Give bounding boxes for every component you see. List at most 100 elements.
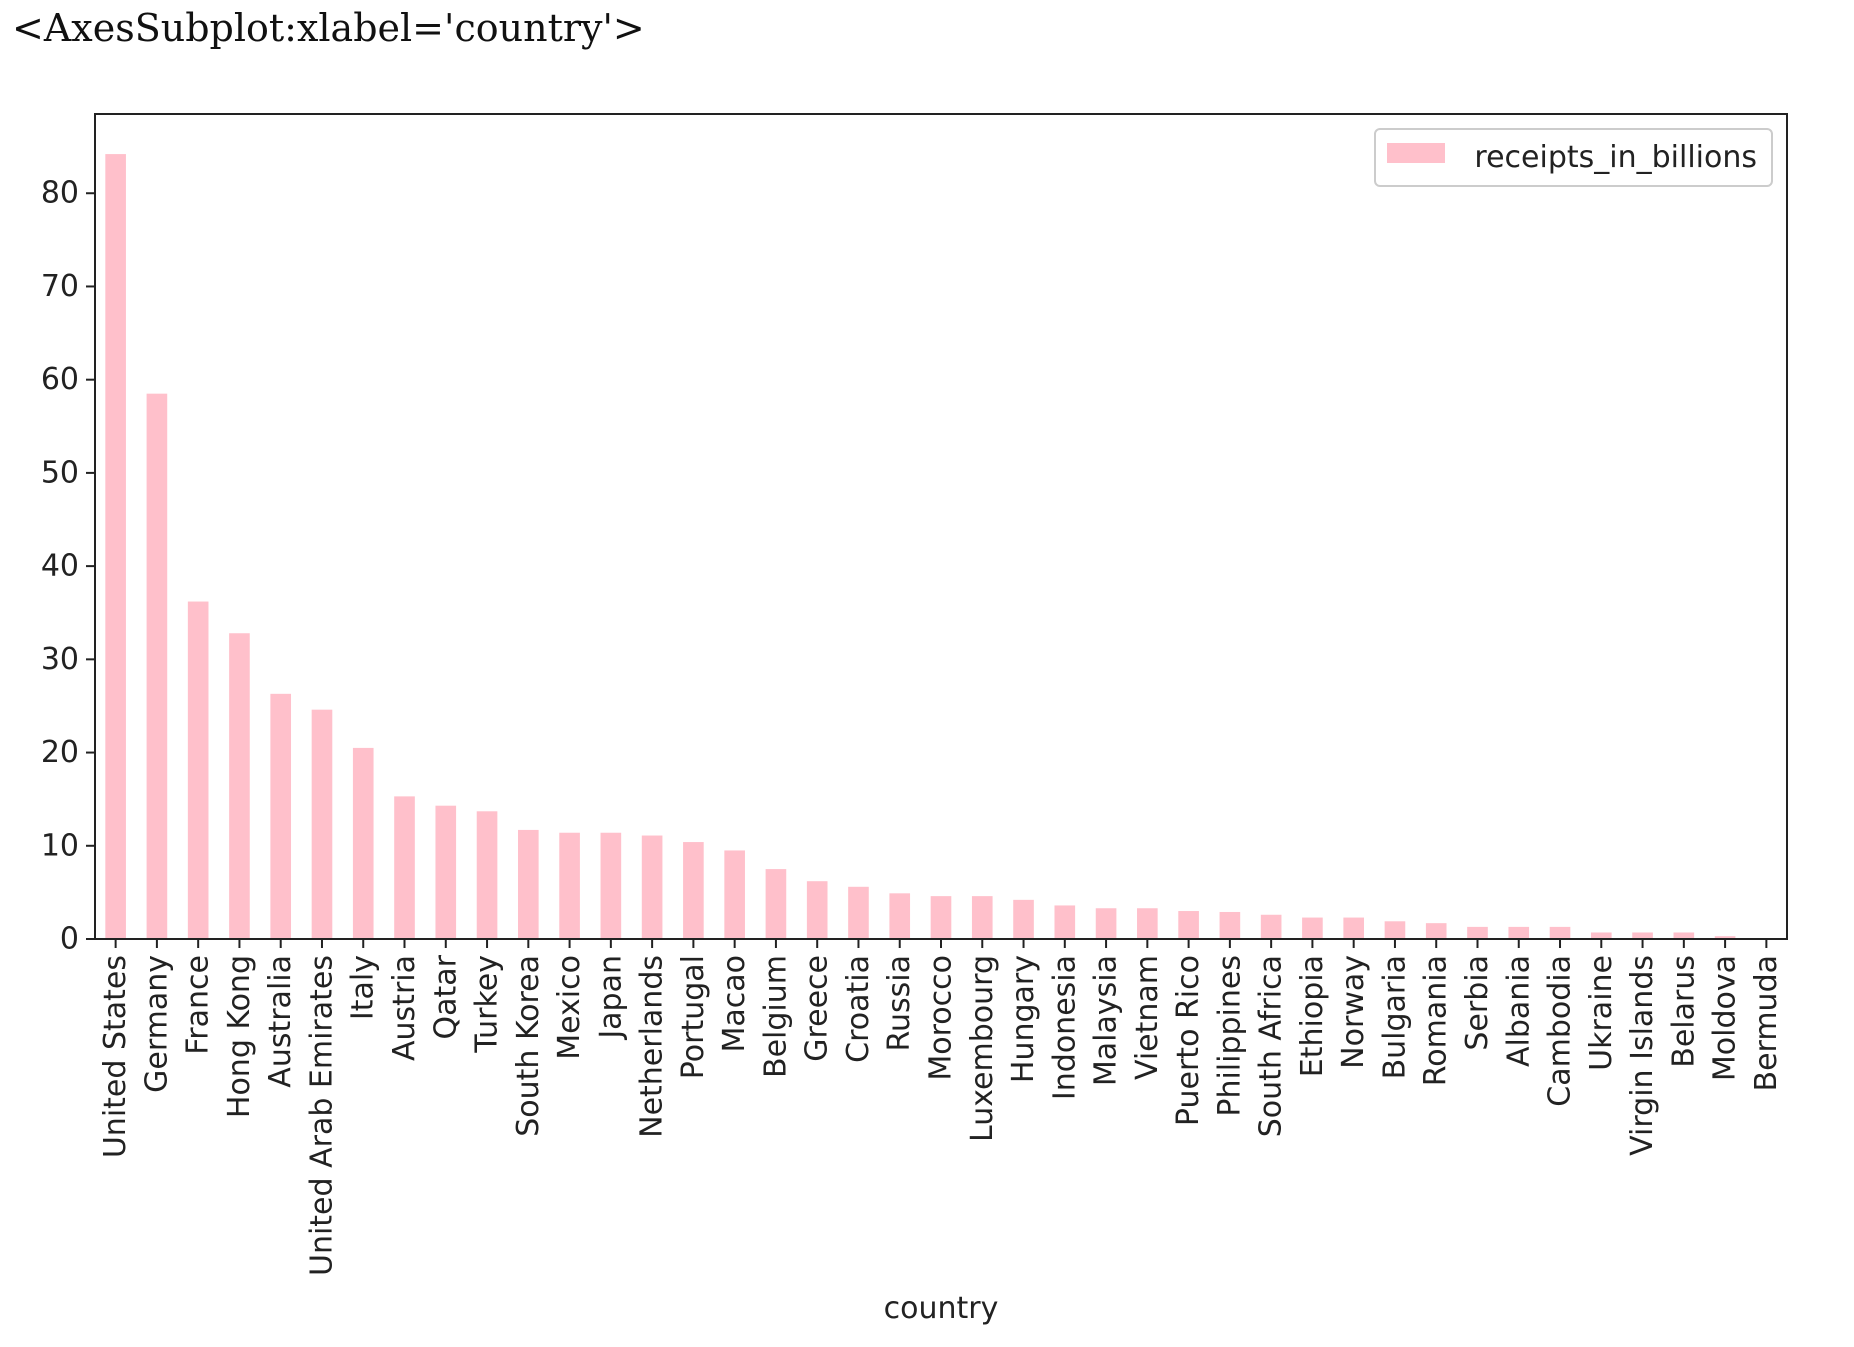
x-tick-label: South Africa	[1254, 955, 1289, 1137]
legend: receipts_in_billions	[1374, 128, 1773, 187]
bar-south-africa	[1260, 914, 1282, 939]
bar-south-korea	[518, 829, 539, 939]
y-tick-label: 0	[60, 922, 79, 957]
x-tick-label: Bulgaria	[1377, 955, 1412, 1079]
x-tick-label: France	[181, 955, 216, 1055]
x-tick-label: Ethiopia	[1295, 955, 1330, 1077]
y-tick-label: 80	[41, 176, 79, 211]
x-tick-label: Puerto Rico	[1171, 955, 1206, 1126]
x-tick-label: Indonesia	[1047, 955, 1082, 1100]
bar-albania	[1508, 926, 1530, 939]
x-tick-label: Bermuda	[1749, 955, 1784, 1092]
y-tick-label: 20	[41, 735, 79, 770]
x-tick-label: United Arab Emirates	[304, 955, 339, 1276]
x-axis-label: country	[884, 1291, 999, 1326]
legend-label: receipts_in_billions	[1474, 140, 1757, 175]
x-tick-label: Portugal	[676, 955, 711, 1079]
x-tick-label: Moldova	[1708, 955, 1743, 1081]
x-tick-label: Belgium	[758, 955, 793, 1078]
x-tick-label: Mexico	[552, 955, 587, 1060]
bar-croatia	[848, 886, 869, 939]
bar-japan	[600, 832, 622, 939]
x-tick-label: Croatia	[841, 955, 876, 1063]
bar-romania	[1425, 923, 1447, 939]
bar-qatar	[435, 805, 457, 939]
x-tick-label: Macao	[717, 955, 752, 1053]
x-tick-label: Albania	[1501, 955, 1536, 1067]
bar-netherlands	[641, 835, 663, 939]
bar-portugal	[683, 842, 704, 939]
bar-macao	[724, 850, 745, 939]
x-tick-label: Cambodia	[1543, 955, 1578, 1107]
bar-greece	[806, 881, 828, 939]
x-tick-label: Belarus	[1666, 955, 1701, 1068]
x-tick-label: United States	[98, 955, 133, 1158]
bar-united-states	[105, 154, 126, 939]
bar-ethiopia	[1302, 917, 1323, 939]
plot-frame	[94, 113, 1788, 940]
x-tick-label: Malaysia	[1089, 955, 1124, 1086]
bar-turkey	[476, 811, 498, 939]
bar-ukraine	[1590, 932, 1612, 939]
bar-morocco	[930, 896, 952, 939]
x-tick-label: Romania	[1419, 955, 1454, 1086]
legend-box	[1374, 128, 1773, 187]
x-tick-label: Vietnam	[1130, 955, 1165, 1080]
x-tick-label: Germany	[139, 955, 174, 1093]
x-tick-label: Turkey	[470, 955, 505, 1054]
bar-italy	[352, 747, 374, 939]
y-tick-label: 70	[41, 269, 79, 304]
y-tick-label: 60	[41, 362, 79, 397]
bar-philippines	[1219, 911, 1241, 939]
bar-vietnam	[1137, 908, 1158, 939]
bar-russia	[889, 893, 911, 939]
bar-moldova	[1714, 936, 1736, 939]
bar-france	[187, 601, 209, 939]
bar-belarus	[1673, 932, 1695, 939]
bar-bulgaria	[1384, 921, 1406, 939]
bar-belgium	[765, 869, 787, 939]
x-tick-label: Netherlands	[635, 955, 670, 1138]
bar-puerto-rico	[1178, 911, 1199, 939]
bar-cambodia	[1549, 926, 1571, 939]
y-tick-label: 50	[41, 455, 79, 490]
bar-serbia	[1467, 926, 1488, 939]
x-tick-label: Philippines	[1212, 955, 1247, 1117]
x-tick-label: Australia	[263, 955, 298, 1088]
x-tick-label: Virgin Islands	[1625, 955, 1660, 1156]
bar-australia	[270, 693, 292, 939]
x-tick-label: Morocco	[924, 955, 959, 1081]
bar-hungary	[1013, 899, 1034, 939]
x-tick-label: Austria	[387, 955, 422, 1061]
x-tick-label: Japan	[593, 955, 628, 1041]
x-tick-label: South Korea	[511, 955, 546, 1137]
x-tick-label: Greece	[800, 955, 835, 1062]
y-tick-label: 30	[41, 642, 79, 677]
x-tick-label: Hungary	[1006, 955, 1041, 1083]
x-tick-label: Italy	[346, 955, 381, 1020]
bar-norway	[1343, 917, 1364, 939]
y-tick-label: 40	[41, 549, 79, 584]
bar-mexico	[559, 832, 580, 939]
bar-virgin-islands	[1632, 932, 1653, 939]
x-tick-label: Qatar	[428, 954, 463, 1039]
x-tick-label: Luxembourg	[965, 955, 1000, 1142]
output-repr-text: <AxesSubplot:xlabel='country'>	[12, 6, 645, 50]
x-tick-label: Hong Kong	[222, 955, 257, 1118]
legend-swatch	[1387, 143, 1445, 163]
y-axis: 0 10 20 30 40 50 60 70 80	[41, 176, 95, 957]
x-tick-label: Russia	[882, 955, 917, 1052]
x-tick-label: Serbia	[1460, 955, 1495, 1051]
bar-malaysia	[1095, 908, 1117, 939]
x-axis: United States Germany France Hong Kong Austr…	[98, 939, 1784, 1276]
bar-luxembourg	[971, 896, 993, 939]
bars-group	[105, 154, 1777, 939]
x-tick-label: Norway	[1336, 955, 1371, 1069]
bar-hong-kong	[229, 633, 250, 939]
bar-indonesia	[1054, 905, 1076, 939]
bar-germany	[146, 393, 168, 939]
y-tick-label: 10	[41, 828, 79, 863]
bar-austria	[394, 796, 415, 939]
x-tick-label: Ukraine	[1584, 955, 1619, 1071]
